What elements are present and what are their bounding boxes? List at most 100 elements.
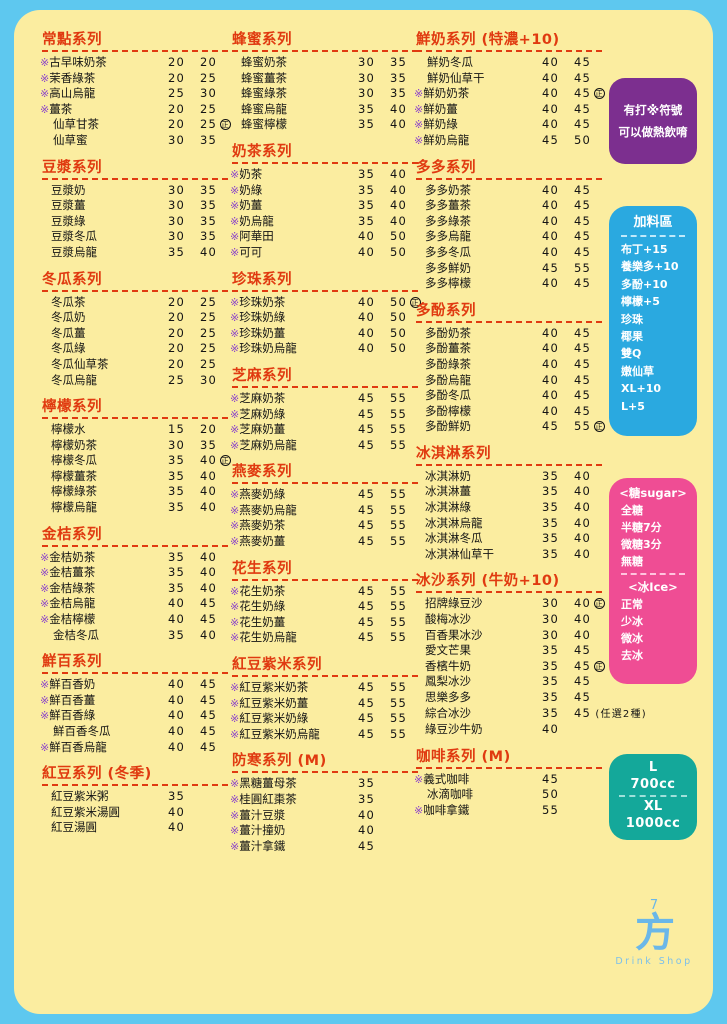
menu-item-row[interactable]: ※珍珠奶薑 40 50 <box>230 326 420 342</box>
menu-item-row[interactable]: 多多檸檬 40 45 <box>414 276 604 292</box>
menu-item-row[interactable]: 檸檬奶茶 30 35 <box>40 438 230 454</box>
menu-item-row[interactable]: ※薑汁豆漿 40 <box>230 808 420 824</box>
menu-item-row[interactable]: ※花生奶茶 45 55 <box>230 584 420 600</box>
topping-item[interactable]: 雙Q <box>621 347 642 361</box>
ice-level-item[interactable]: 去冰 <box>621 649 643 662</box>
menu-item-row[interactable]: ※金桔奶茶 35 40 <box>40 550 230 566</box>
menu-item-row[interactable]: ※花生奶薑 45 55 <box>230 615 420 631</box>
menu-item-row[interactable]: ※咖啡拿鐵 55 <box>414 803 604 819</box>
topping-item[interactable]: 嫩仙草 <box>621 364 654 378</box>
menu-item-row[interactable]: ※鮮百香綠 40 45 <box>40 708 230 724</box>
menu-item-row[interactable]: 蜂蜜薑茶 30 35 <box>230 71 420 87</box>
menu-item-row[interactable]: 仙草甘茶 20 25 正 <box>40 117 232 133</box>
menu-item-row[interactable]: 紅豆湯圓 40 <box>40 820 230 836</box>
menu-item-row[interactable]: ※奶茶 35 40 <box>230 167 420 183</box>
menu-item-row[interactable]: 冬瓜茶 20 25 <box>40 295 230 311</box>
menu-item-row[interactable]: 多酚烏龍 40 45 <box>414 373 604 389</box>
menu-item-row[interactable]: ※金桔烏龍 40 45 <box>40 596 230 612</box>
menu-item-row[interactable]: ※古早味奶茶 20 20 <box>40 55 230 71</box>
menu-item-row[interactable]: 多多奶茶 40 45 <box>414 183 604 199</box>
topping-item[interactable]: 養樂多+10 <box>621 260 679 274</box>
menu-item-row[interactable]: ※紅豆紫米奶茶 45 55 <box>230 680 420 696</box>
menu-item-row[interactable]: 冬瓜奶 20 25 <box>40 310 230 326</box>
menu-item-row[interactable]: 紅豆紫米湯圓 40 <box>40 805 230 821</box>
menu-item-row[interactable]: ※阿華田 40 50 <box>230 229 420 245</box>
menu-item-row[interactable]: 蜂蜜檸檬 35 40 <box>230 117 420 133</box>
menu-item-row[interactable]: 冬瓜薑 20 25 <box>40 326 230 342</box>
menu-item-row[interactable]: 鮮百香冬瓜 40 45 <box>40 724 230 740</box>
menu-item-row[interactable]: ※珍珠奶綠 40 50 <box>230 310 420 326</box>
menu-item-row[interactable]: 檸檬綠茶 35 40 <box>40 484 230 500</box>
menu-item-row[interactable]: ※鮮奶奶茶 40 45 正 <box>414 86 606 102</box>
menu-item-row[interactable]: 蜂蜜綠茶 30 35 <box>230 86 420 102</box>
menu-item-row[interactable]: ※鮮奶烏龍 45 50 <box>414 133 604 149</box>
menu-item-row[interactable]: 多多綠茶 40 45 <box>414 214 604 230</box>
menu-item-row[interactable]: 多酚鮮奶 45 55 正 <box>414 419 606 435</box>
menu-item-row[interactable]: ※薑汁拿鐵 45 <box>230 839 420 855</box>
menu-item-row[interactable]: 蜂蜜烏龍 35 40 <box>230 102 420 118</box>
menu-item-row[interactable]: ※金桔綠茶 35 40 <box>40 581 230 597</box>
menu-item-row[interactable]: 多多冬瓜 40 45 <box>414 245 604 261</box>
topping-item[interactable]: L+5 <box>621 399 645 413</box>
topping-item[interactable]: 椰果 <box>621 330 643 344</box>
menu-item-row[interactable]: 思樂多多 35 45 <box>414 690 604 706</box>
sugar-level-item[interactable]: 全糖 <box>621 504 643 517</box>
menu-item-row[interactable]: 綠豆沙牛奶 40 <box>414 722 604 738</box>
menu-item-row[interactable]: 冬瓜綠 20 25 <box>40 341 230 357</box>
ice-level-item[interactable]: 正常 <box>621 598 643 611</box>
menu-item-row[interactable]: 冰淇淋薑 35 40 <box>414 484 604 500</box>
menu-item-row[interactable]: 多多薑茶 40 45 <box>414 198 604 214</box>
menu-item-row[interactable]: 鮮奶仙草干 40 45 <box>414 71 604 87</box>
menu-item-row[interactable]: ※紅豆紫米奶薑 45 55 <box>230 696 420 712</box>
menu-item-row[interactable]: 愛文芒果 35 45 <box>414 643 604 659</box>
menu-item-row[interactable]: 冰淇淋烏龍 35 40 <box>414 516 604 532</box>
menu-item-row[interactable]: 招牌綠豆沙 30 40 正 <box>414 596 606 612</box>
menu-item-row[interactable]: 豆漿綠 30 35 <box>40 214 230 230</box>
menu-item-row[interactable]: 紅豆紫米粥 35 <box>40 789 230 805</box>
menu-item-row[interactable]: ※鮮百香烏龍 40 45 <box>40 740 230 756</box>
sugar-level-item[interactable]: 微糖3分 <box>621 538 662 551</box>
menu-item-row[interactable]: ※紅豆紫米奶烏龍 45 55 <box>230 727 420 743</box>
menu-item-row[interactable]: ※義式咖啡 45 <box>414 772 604 788</box>
menu-item-row[interactable]: 酸梅冰沙 30 40 <box>414 612 604 628</box>
menu-item-row[interactable]: ※芝麻奶薑 45 55 <box>230 422 420 438</box>
topping-item[interactable]: 多酚+10 <box>621 277 668 291</box>
menu-item-row[interactable]: ※芝麻奶茶 45 55 <box>230 391 420 407</box>
ice-level-item[interactable]: 少冰 <box>621 615 643 628</box>
menu-item-row[interactable]: ※桂圓紅棗茶 35 <box>230 792 420 808</box>
menu-item-row[interactable]: 香檳牛奶 35 45 正 <box>414 659 606 675</box>
menu-item-row[interactable]: 鮮奶冬瓜 40 45 <box>414 55 604 71</box>
menu-item-row[interactable]: ※芝麻奶綠 45 55 <box>230 407 420 423</box>
menu-item-row[interactable]: 冰滴咖啡 50 <box>414 787 604 803</box>
menu-item-row[interactable]: 冰淇淋冬瓜 35 40 <box>414 531 604 547</box>
menu-item-row[interactable]: ※高山烏龍 25 30 <box>40 86 230 102</box>
topping-item[interactable]: 檸檬+5 <box>621 295 660 309</box>
menu-item-row[interactable]: ※鮮奶薑 40 45 <box>414 102 604 118</box>
menu-item-row[interactable]: 多酚薑茶 40 45 <box>414 341 604 357</box>
menu-item-row[interactable]: 冬瓜仙草茶 20 25 <box>40 357 230 373</box>
menu-item-row[interactable]: 檸檬薑茶 35 40 <box>40 469 230 485</box>
menu-item-row[interactable]: ※燕麥奶綠 45 55 <box>230 487 420 503</box>
menu-item-row[interactable]: 仙草蜜 30 35 <box>40 133 230 149</box>
menu-item-row[interactable]: ※花生奶烏龍 45 55 <box>230 630 420 646</box>
menu-item-row[interactable]: 多多鮮奶 45 55 <box>414 261 604 277</box>
menu-item-row[interactable]: ※薑茶 20 25 <box>40 102 230 118</box>
menu-item-row[interactable]: ※珍珠奶烏龍 40 50 <box>230 341 420 357</box>
menu-item-row[interactable]: 多酚綠茶 40 45 <box>414 357 604 373</box>
menu-item-row[interactable]: 多酚奶茶 40 45 <box>414 326 604 342</box>
menu-item-row[interactable]: 冰淇淋綠 35 40 <box>414 500 604 516</box>
menu-item-row[interactable]: 冬瓜烏龍 25 30 <box>40 373 230 389</box>
menu-item-row[interactable]: 豆漿薑 30 35 <box>40 198 230 214</box>
sugar-level-item[interactable]: 半糖7分 <box>621 521 662 534</box>
topping-item[interactable]: 珍珠 <box>621 312 643 326</box>
menu-item-row[interactable]: 檸檬水 15 20 <box>40 422 230 438</box>
menu-item-row[interactable]: ※燕麥奶薑 45 55 <box>230 534 420 550</box>
menu-item-row[interactable]: ※茉香綠茶 20 25 <box>40 71 230 87</box>
menu-item-row[interactable]: ※花生奶綠 45 55 <box>230 599 420 615</box>
menu-item-row[interactable]: ※奶綠 35 40 <box>230 183 420 199</box>
menu-item-row[interactable]: ※薑汁撞奶 40 <box>230 823 420 839</box>
menu-item-row[interactable]: 綜合冰沙 35 45 (任選2種) <box>414 706 646 723</box>
sugar-level-item[interactable]: 無糖 <box>621 555 643 568</box>
menu-item-row[interactable]: 冰淇淋奶 35 40 <box>414 469 604 485</box>
menu-item-row[interactable]: 檸檬烏龍 35 40 <box>40 500 230 516</box>
